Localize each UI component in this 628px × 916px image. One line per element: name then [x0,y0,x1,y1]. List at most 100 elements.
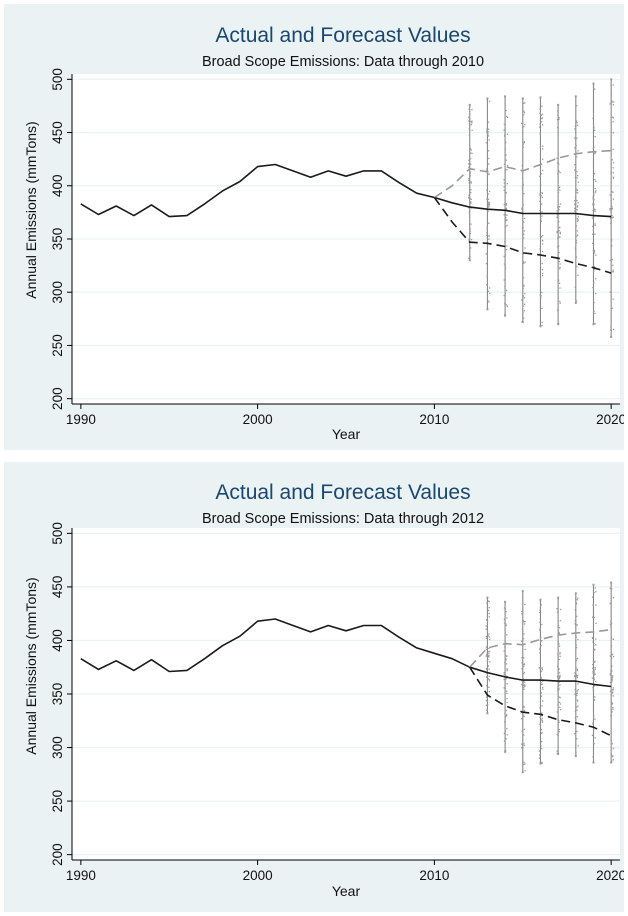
simulation-point [575,625,577,627]
simulation-point [576,699,579,701]
simulation-point [503,673,505,676]
simulation-point [593,127,595,129]
simulation-point [486,296,489,298]
simulation-point [504,254,507,256]
simulation-point [540,173,543,175]
simulation-point [523,114,525,116]
simulation-point [538,750,541,752]
simulation-point [558,645,561,647]
simulation-point [539,216,542,218]
simulation-point [577,192,579,194]
simulation-point [595,638,597,640]
x-tick-label: 2000 [243,412,273,427]
simulation-point [469,228,471,230]
simulation-point [559,236,561,238]
simulation-point [486,673,488,675]
simulation-point [576,137,578,139]
simulation-point [470,189,472,191]
simulation-point [575,603,577,606]
simulation-point [612,755,614,758]
simulation-point [558,672,561,674]
y-tick-label: 200 [50,387,65,410]
simulation-range [485,581,615,774]
simulation-point [486,133,489,135]
simulation-point [556,611,559,613]
simulation-point [541,191,543,194]
simulation-point [505,141,507,144]
simulation-point [559,226,561,229]
simulation-point [541,148,544,150]
simulation-point [541,667,543,669]
simulation-point [592,686,594,688]
simulation-point [503,182,505,184]
simulation-point [592,229,594,231]
simulation-point [593,270,595,272]
simulation-point [523,141,525,143]
simulation-point [591,663,594,666]
simulation-point [468,134,470,136]
simulation-point [595,190,597,192]
simulation-point [487,665,489,667]
x-tick-label: 2020 [596,412,624,427]
simulation-point [559,189,561,191]
simulation-point [574,301,577,304]
simulation-point [522,684,525,687]
simulation-point [559,263,561,265]
simulation-point [539,210,541,212]
simulation-point [557,724,559,726]
simulation-point [505,154,507,156]
simulation-point [541,640,543,642]
simulation-point [592,716,595,719]
simulation-point [485,635,488,638]
y-tick-label: 200 [50,843,65,866]
simulation-point [594,666,596,669]
simulation-point [576,189,579,192]
simulation-point [593,743,595,745]
simulation-point [523,230,525,232]
simulation-point [539,102,542,105]
simulation-point [556,210,558,212]
simulation-point [505,749,507,752]
simulation-point [612,691,614,693]
simulation-point [576,171,578,173]
simulation-point [559,302,561,304]
simulation-point [488,656,490,658]
simulation-point [503,622,506,624]
simulation-point [556,309,559,311]
simulation-point [485,667,488,670]
simulation-point [487,600,489,602]
simulation-point [504,267,507,270]
simulation-point [540,236,542,238]
simulation-point [504,314,507,317]
simulation-point [487,150,490,152]
simulation-point [486,653,488,655]
simulation-point [574,609,576,611]
simulation-point [506,690,508,692]
simulation-point [487,655,490,657]
simulation-point [539,200,541,202]
simulation-point [574,693,576,695]
simulation-point [540,121,543,123]
simulation-point [594,323,596,325]
simulation-point [593,674,595,676]
simulation-point [557,703,559,706]
simulation-point [503,179,505,181]
simulation-point [471,108,473,111]
simulation-point [540,670,543,672]
simulation-point [577,597,579,599]
simulation-point [521,662,523,664]
simulation-point [503,203,505,206]
simulation-point [593,282,595,284]
simulation-point [487,651,490,653]
simulation-point [593,198,595,201]
axes [67,74,620,409]
simulation-point [591,677,594,679]
simulation-point [612,675,614,677]
simulation-point [487,678,489,680]
simulation-point [521,668,523,670]
simulation-point [488,612,490,615]
simulation-point [503,740,506,742]
simulation-point [523,126,525,128]
simulation-point [574,169,576,171]
simulation-point [505,654,507,657]
